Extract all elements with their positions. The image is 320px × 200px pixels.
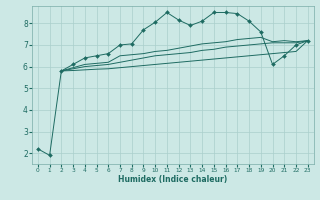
X-axis label: Humidex (Indice chaleur): Humidex (Indice chaleur)	[118, 175, 228, 184]
